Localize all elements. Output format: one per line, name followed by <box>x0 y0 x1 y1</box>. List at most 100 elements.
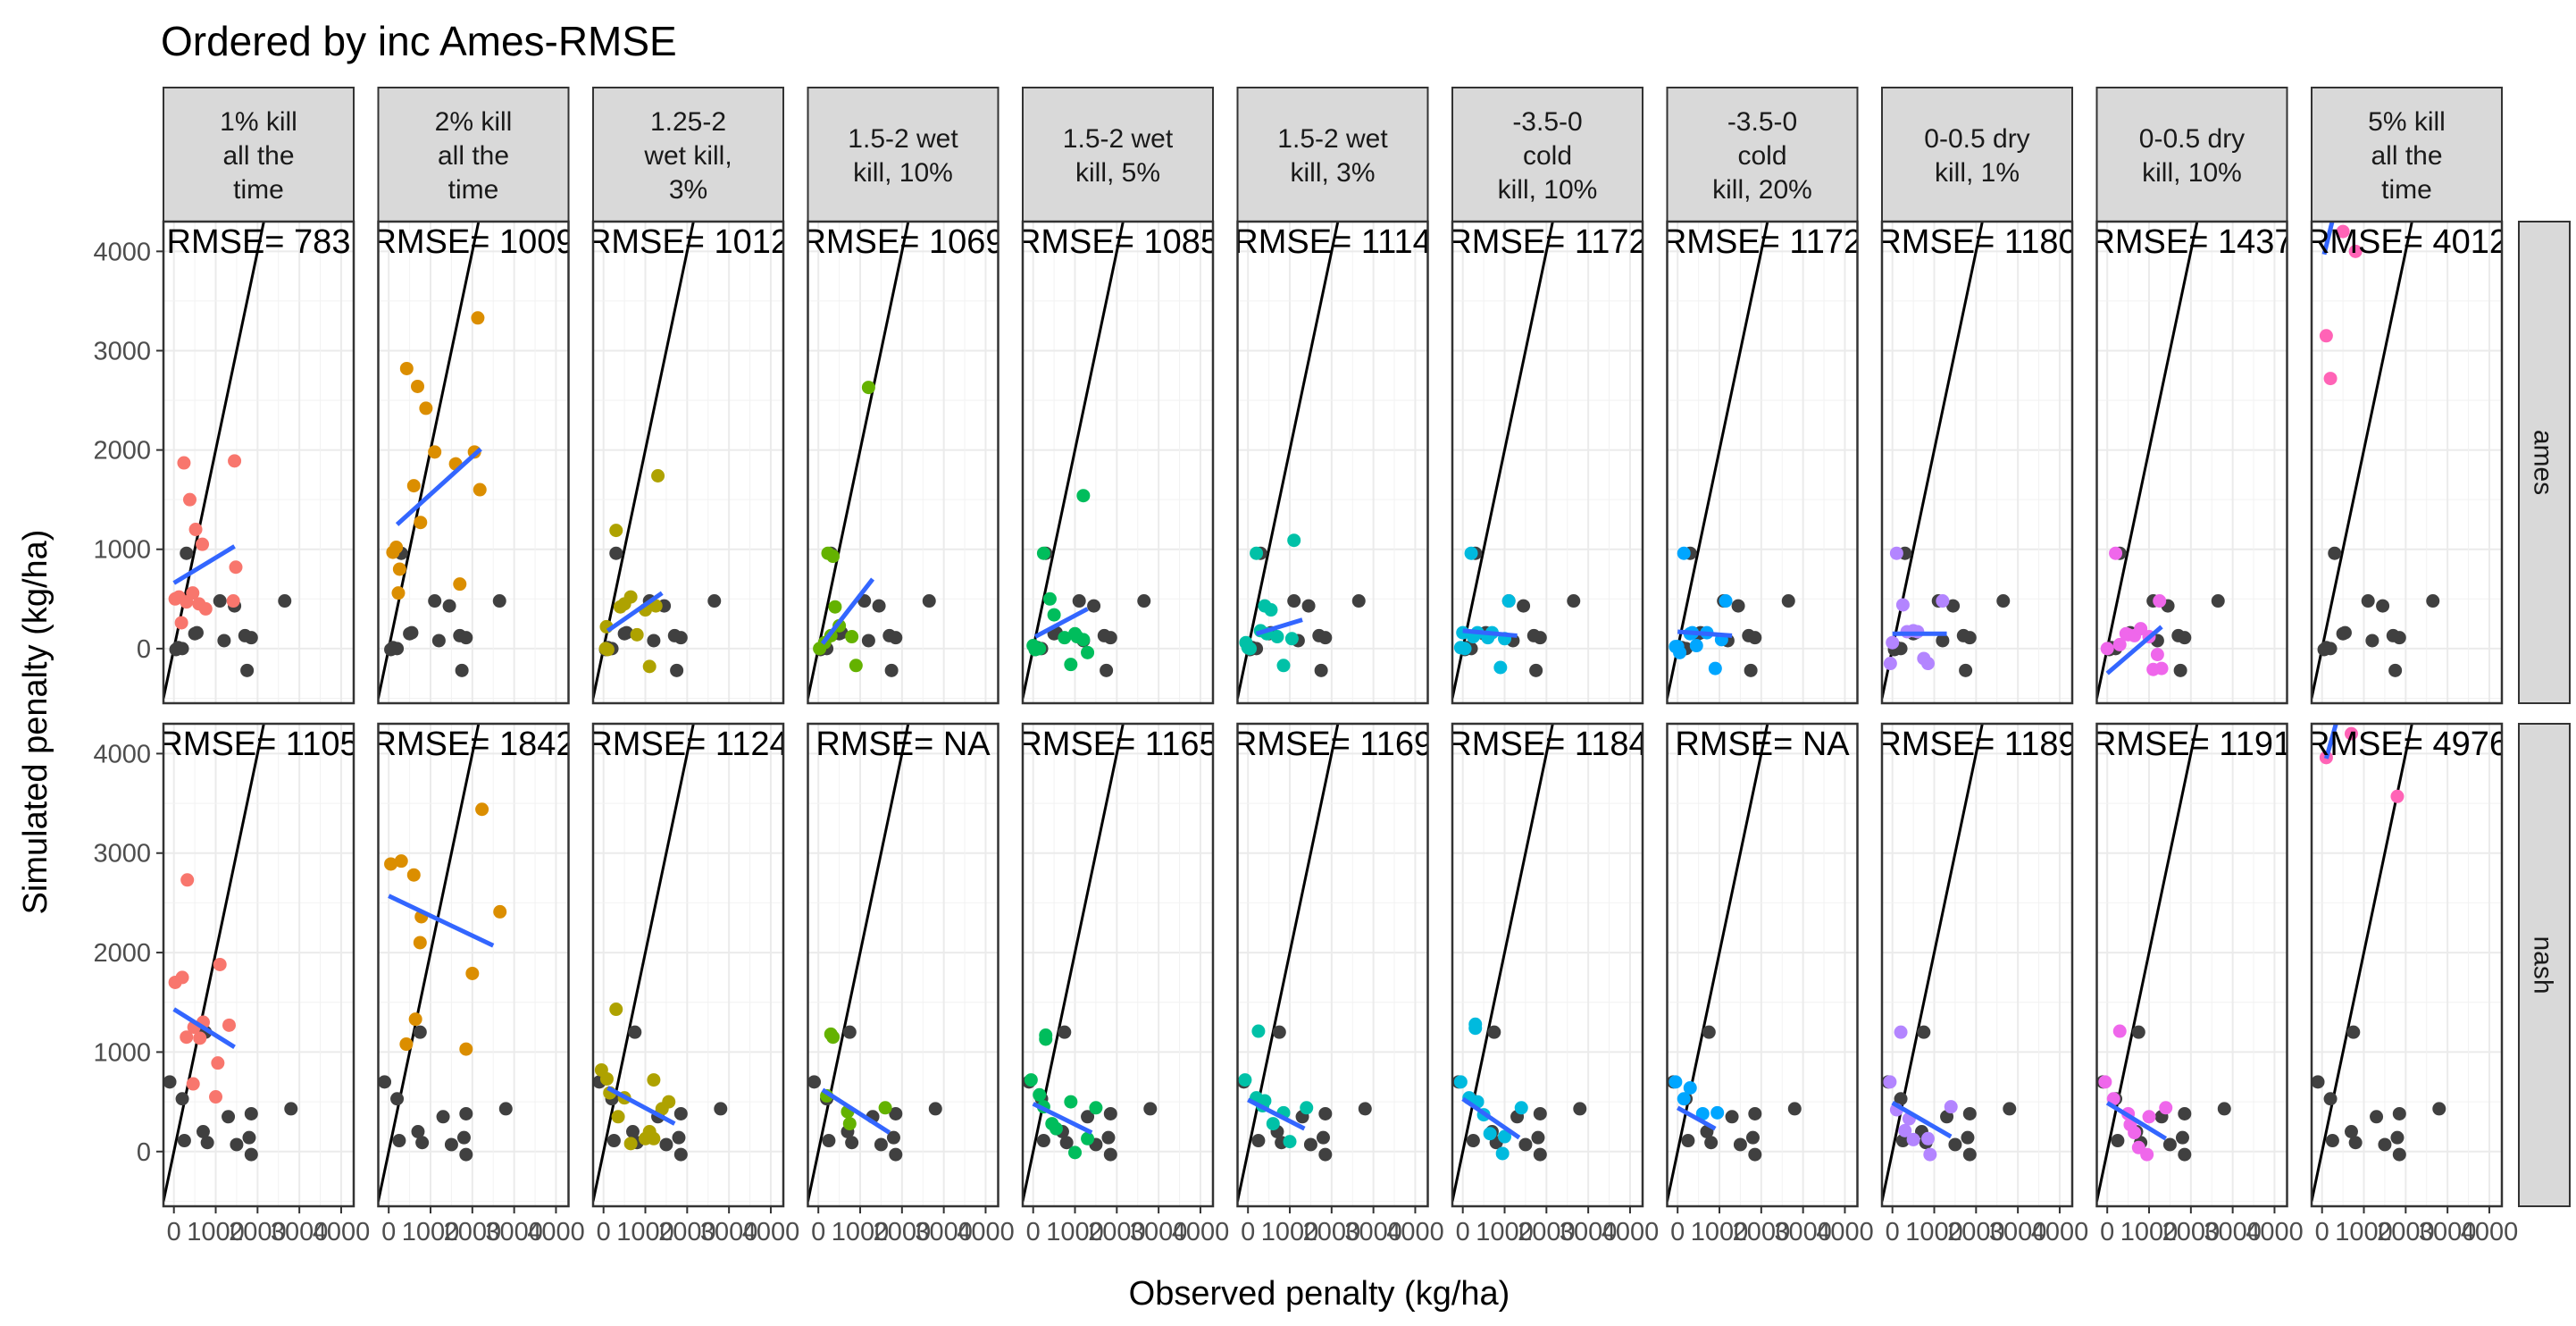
facet-column: 1.5-2 wet kill, 10% RMSE= 1069 RMSE= NA 0 100… <box>807 87 1015 1246</box>
data-point-observed <box>492 594 506 608</box>
data-point-observed <box>625 1124 640 1138</box>
x-tick-label: 2000 <box>229 1218 287 1246</box>
facet-strip-label: 1.5-2 wet kill, 3% <box>1277 124 1388 188</box>
x-tick-label: 3000 <box>1560 1218 1618 1246</box>
data-point <box>211 1056 225 1070</box>
x-tick-label: 1000 <box>2120 1218 2179 1246</box>
data-point <box>2112 1024 2127 1038</box>
x-tick-label: 1000 <box>1905 1218 1963 1246</box>
fit-line <box>1247 1097 1306 1131</box>
data-point-observed <box>1781 594 1795 608</box>
facet-strip <box>1666 87 1859 222</box>
data-point-observed <box>1895 1134 1910 1148</box>
facet-panel-ames: RMSE= 1172 <box>1452 222 1643 703</box>
facet-strip-label: 0-0.5 dry kill, 10% <box>2139 124 2245 188</box>
fit-line <box>606 1086 676 1126</box>
data-point <box>2150 648 2164 662</box>
data-point <box>2390 789 2405 803</box>
data-point <box>623 1137 638 1151</box>
facet-strip <box>2095 87 2288 222</box>
facet-strip <box>1881 87 2073 222</box>
panel-border <box>1666 722 1859 1208</box>
data-point-observed <box>1036 1134 1050 1148</box>
data-point <box>406 868 421 882</box>
data-point-observed <box>175 642 189 656</box>
panel-border <box>1451 722 1644 1208</box>
x-tick-label: 4000 <box>2246 1218 2304 1246</box>
facet-panel-ames: RMSE= 1172 <box>1662 222 1862 703</box>
data-point-observed <box>1318 631 1333 645</box>
reference-line <box>807 724 910 1202</box>
facet-strip <box>1022 87 1214 222</box>
data-point-observed <box>442 599 456 613</box>
data-point-observed <box>2111 1134 2125 1148</box>
data-point-observed <box>1314 663 1328 677</box>
x-tick-label: 4000 <box>1386 1218 1444 1246</box>
data-point <box>2336 224 2350 239</box>
facet-strip-label: 1% kill all the time <box>220 107 297 205</box>
data-point <box>642 659 657 674</box>
data-point <box>651 469 665 483</box>
data-point <box>1287 533 1301 548</box>
data-point-observed <box>242 1130 256 1145</box>
x-tick-label: 2000 <box>874 1218 932 1246</box>
data-point-observed <box>436 1110 450 1124</box>
data-point-observed <box>874 1137 888 1152</box>
rmse-label: RMSE= 1172 <box>1662 223 1862 261</box>
data-point <box>174 616 188 630</box>
data-point <box>2159 1101 2173 1115</box>
rmse-label: RMSE= 1191 <box>2092 726 2292 763</box>
rmse-label: RMSE= 1085 <box>1016 223 1219 261</box>
y-tick-label: 1000 <box>93 1038 151 1067</box>
facet-panel-ames: RMSE= 4012 <box>2312 222 2502 703</box>
data-point-observed <box>1531 1130 1545 1145</box>
panel-border <box>1021 722 1215 1208</box>
data-point-observed <box>1567 594 1581 608</box>
data-point-observed <box>2361 594 2375 608</box>
facet-panel-ames: RMSE= 1437 <box>2096 222 2287 703</box>
data-point-observed <box>2365 634 2379 648</box>
data-point-observed <box>175 1092 189 1106</box>
data-point-observed <box>1681 1134 1695 1148</box>
data-point-observed <box>1725 1110 1739 1124</box>
facet-column: 0-0.5 dry kill, 1% RMSE= 1180 RMSE= 1189 0 10… <box>1880 87 2088 1246</box>
data-point-observed <box>1303 1137 1317 1152</box>
rmse-label: RMSE= 1842 <box>372 726 574 763</box>
data-point <box>177 456 191 470</box>
fit-line <box>1461 1096 1521 1140</box>
data-point-observed <box>200 1136 214 1150</box>
reference-line <box>1882 724 1984 1202</box>
reference-line <box>1882 222 1984 699</box>
data-point-observed <box>707 594 722 608</box>
data-point <box>609 524 623 538</box>
data-point-observed <box>1518 1137 1533 1152</box>
data-point-observed <box>2312 1075 2325 1089</box>
data-point <box>389 541 404 555</box>
facet-panel-ames: RMSE= 1009 <box>378 222 569 703</box>
data-point <box>180 1030 194 1045</box>
data-point <box>828 600 842 614</box>
facet-panel-ames: RMSE= 1114 <box>1237 222 1428 703</box>
data-point-observed <box>431 634 446 648</box>
data-point <box>465 966 480 980</box>
data-point-observed <box>1487 1025 1501 1039</box>
data-point <box>2098 1075 2112 1089</box>
y-tick-label: 2000 <box>93 437 151 466</box>
data-point <box>1036 546 1050 560</box>
data-point-observed <box>284 1102 298 1116</box>
reference-line <box>1023 724 1125 1202</box>
x-tick-label: 0 <box>2315 1218 2329 1246</box>
rmse-label: RMSE= 1105 <box>158 726 358 763</box>
panel-border <box>2095 722 2288 1208</box>
data-point <box>1089 1101 1103 1115</box>
data-point-observed <box>189 625 204 640</box>
data-point <box>826 1030 841 1045</box>
data-point <box>228 454 242 468</box>
data-point <box>611 1110 625 1124</box>
data-point <box>623 590 638 604</box>
facet-panel-nash: RMSE= 4976 <box>2312 724 2502 1206</box>
data-point-observed <box>244 1147 258 1162</box>
data-point <box>414 516 428 530</box>
data-point-observed <box>1272 1025 1286 1039</box>
